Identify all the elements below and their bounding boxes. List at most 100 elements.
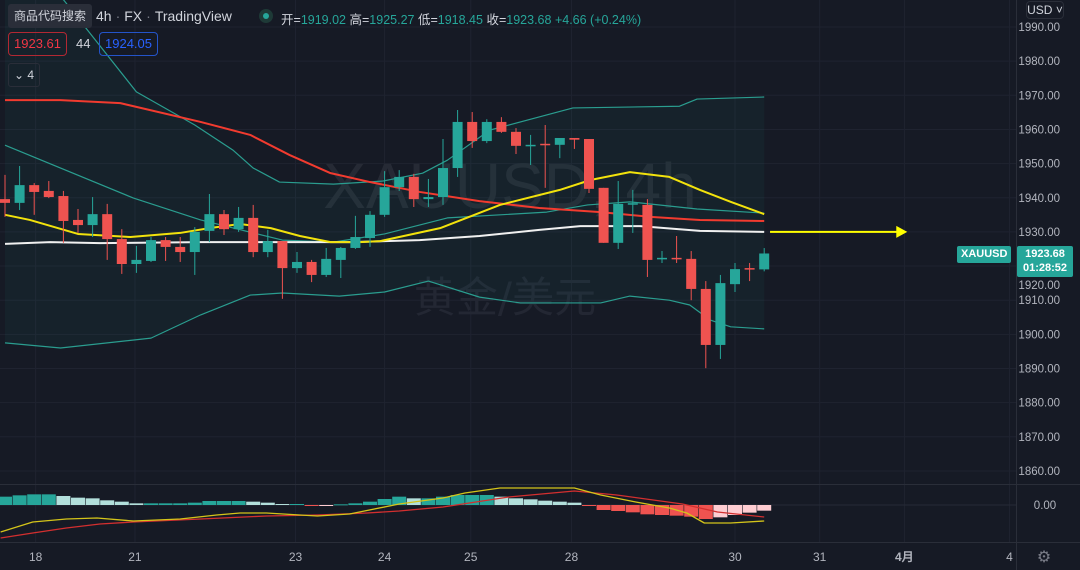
candle-body [43, 190, 54, 198]
macd-histogram-bar [304, 505, 319, 506]
candle [365, 211, 375, 247]
candle [379, 171, 390, 217]
candle-body [481, 121, 492, 142]
macd-histogram-bar [260, 502, 275, 505]
candle [700, 281, 711, 369]
candle [306, 259, 317, 283]
indicator-count: 4 [27, 68, 35, 82]
candle [423, 178, 434, 207]
candle [43, 181, 54, 199]
candle [408, 173, 419, 207]
market-status-icon[interactable] [259, 9, 273, 23]
close-label: 收= [486, 13, 507, 27]
arrow-head-icon [896, 225, 908, 238]
macd-histogram-bar [377, 499, 392, 505]
bollinger-lower [4, 280, 765, 349]
settings-gear-icon[interactable]: ⚙ [1036, 549, 1052, 566]
candle [569, 137, 580, 149]
candle-body [540, 143, 551, 146]
indicators-toggle[interactable]: ⌄ 4 [8, 63, 40, 87]
macd-histogram-bar [523, 499, 538, 505]
candle-body [58, 196, 69, 221]
candle [525, 134, 536, 165]
open-label: 开= [281, 13, 301, 27]
candle-body [204, 214, 215, 231]
macd-histogram-bar [509, 498, 523, 505]
time-tick-label: 23 [289, 550, 303, 564]
candle [598, 187, 609, 243]
candle-body [438, 168, 448, 198]
last-price-symbol-label: XAUUSD [957, 246, 1012, 263]
macd-histogram-bar [713, 505, 728, 518]
price-tick-label: 1890.00 [1018, 364, 1060, 376]
last-price-value: 1923.68 [1025, 248, 1065, 260]
candle-body [306, 261, 317, 275]
candle [87, 197, 98, 238]
interval-label[interactable]: 4h [96, 8, 112, 24]
source-label: TradingView [154, 8, 232, 24]
candle-body [627, 203, 638, 205]
candle-body [248, 217, 259, 253]
candle [730, 262, 740, 293]
candle-body [131, 259, 142, 265]
macd-histogram-bar [158, 503, 173, 505]
candle [277, 241, 288, 299]
candle-body [189, 231, 200, 253]
candle [131, 245, 142, 273]
candle [219, 210, 229, 235]
macd-histogram-bar [202, 501, 217, 505]
candle-body [598, 187, 609, 243]
macd-histogram-bar [129, 503, 144, 505]
price-tick-label: 1910.00 [1018, 295, 1060, 307]
macd-histogram-bar [114, 501, 129, 505]
candle-body [29, 185, 40, 192]
candle-body [408, 176, 419, 200]
last-price-label: 1923.68 01:28:52 [1017, 246, 1073, 277]
macd-histogram-bar [552, 501, 567, 505]
candle-body [715, 283, 726, 345]
candle [554, 137, 565, 159]
macd-histogram-bar [392, 496, 407, 505]
price-tick-label: 1930.00 [1018, 227, 1060, 239]
macd-histogram-bar [144, 503, 158, 505]
buy-price-button[interactable]: 1924.05 [99, 32, 158, 56]
currency-button[interactable]: USD ˅ [1026, 1, 1064, 19]
macd-histogram-bar [611, 505, 626, 511]
macd-signal-line [0, 490, 765, 539]
candle-body [262, 241, 273, 253]
macd-histogram-bar [684, 505, 699, 517]
candle [467, 112, 478, 148]
symbol-info[interactable]: 4h · FX · TradingView [96, 8, 232, 24]
sell-price-button[interactable]: 1923.61 [8, 32, 67, 56]
spread-value: 44 [76, 36, 91, 51]
candle-body [292, 261, 302, 269]
candle-body [569, 137, 580, 140]
candle-body [175, 246, 186, 253]
candle [657, 251, 667, 263]
candle-body [511, 131, 521, 146]
bollinger-upper [62, 0, 765, 185]
macd-histogram-bar [757, 505, 772, 511]
candle [189, 227, 200, 275]
candle-body [525, 144, 536, 147]
macd-histogram-bar [436, 496, 450, 505]
candle-body [423, 197, 434, 200]
candle-body [467, 121, 478, 142]
macd-histogram-bar [100, 500, 115, 505]
macd-histogram-bar [363, 501, 377, 505]
main-panel [0, 0, 770, 369]
macd-histogram-bar [625, 505, 640, 513]
candle [613, 181, 624, 249]
macd-histogram-bar [187, 502, 202, 505]
candle-body [642, 204, 653, 260]
macd-histogram-bar [231, 501, 246, 505]
price-tick-label: 1950.00 [1018, 159, 1060, 171]
macd-histogram-bar [465, 495, 480, 505]
candle [175, 237, 186, 262]
close-value: 1923.68 [506, 13, 552, 27]
candle-body [233, 217, 244, 230]
macd-histogram-bar [333, 504, 348, 506]
macd-line [0, 487, 765, 533]
candle-body [116, 239, 127, 265]
